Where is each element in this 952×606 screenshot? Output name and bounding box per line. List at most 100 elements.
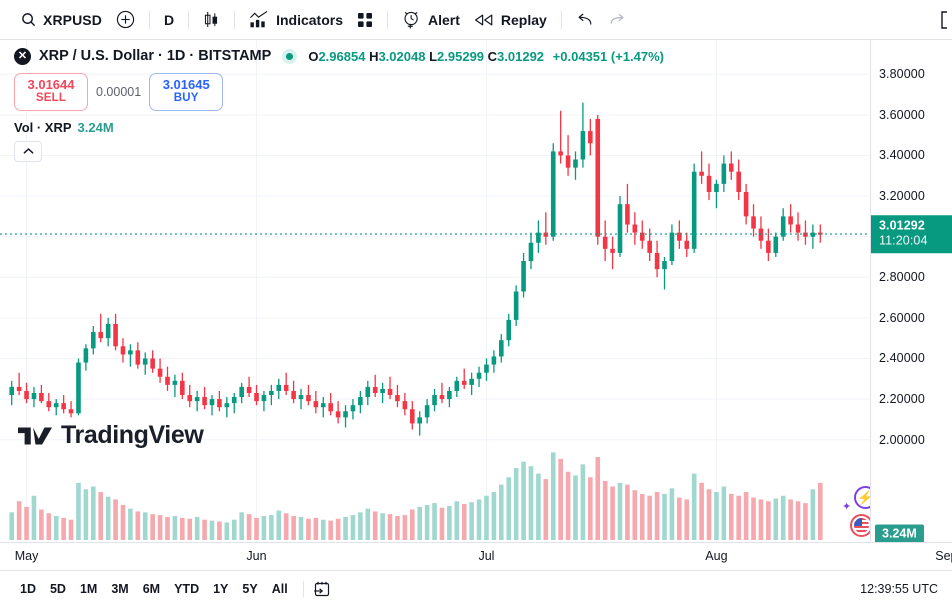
us-flag-graphic xyxy=(854,518,869,533)
current-price-badge: 3.01292 11:20:04 xyxy=(871,215,952,253)
range-button-1d[interactable]: 1D xyxy=(20,581,36,596)
toolbar-divider xyxy=(234,10,236,29)
legend-title-row: ✕ XRP / U.S. Dollar · 1D · BITSTAMP O2.9… xyxy=(14,46,664,66)
us-flag-coin-icon[interactable] xyxy=(850,514,870,537)
price-axis-label: 3.80000 xyxy=(879,67,925,82)
close-label: C xyxy=(487,48,498,64)
buy-button[interactable]: 3.01645 BUY xyxy=(149,73,224,111)
toolbar-divider xyxy=(148,10,150,29)
symbol-search-button[interactable]: XRPUSD xyxy=(14,6,109,34)
spread-value: 0.00001 xyxy=(96,84,142,99)
chart-style-button[interactable] xyxy=(196,6,227,34)
range-button-ytd[interactable]: YTD xyxy=(174,581,200,596)
price-axis-label: 3.60000 xyxy=(879,107,925,122)
toolbar-divider xyxy=(560,10,562,29)
volume-legend-value: 3.24M xyxy=(77,119,114,135)
toolbar-divider xyxy=(188,10,190,29)
price-axis-label: 2.80000 xyxy=(879,270,925,285)
symbol-label: XRPUSD xyxy=(43,11,102,28)
price-axis-label: 3.20000 xyxy=(879,189,925,204)
price-axis-label: 2.00000 xyxy=(879,432,925,447)
range-button-all[interactable]: All xyxy=(271,581,288,596)
redo-arrow-icon xyxy=(608,12,626,28)
open-value: 2.96854 xyxy=(318,48,366,64)
candlestick-svg xyxy=(0,40,870,542)
clock-label: 12:39:55 UTC xyxy=(860,581,938,596)
price-axis-label: 2.20000 xyxy=(879,392,925,407)
volume-badge: 3.24M xyxy=(875,524,924,544)
buy-label: BUY xyxy=(173,92,199,105)
range-button-1m[interactable]: 1M xyxy=(79,581,98,596)
range-button-5d[interactable]: 5D xyxy=(49,581,66,596)
interval-label: D xyxy=(163,11,175,28)
price-axis-label: 2.60000 xyxy=(879,310,925,325)
add-symbol-button[interactable] xyxy=(109,6,142,34)
time-axis-tick: Jun xyxy=(246,549,267,563)
redo-button[interactable] xyxy=(601,6,633,34)
alert-button[interactable]: Alert xyxy=(395,6,467,34)
grid-layout-icon xyxy=(357,12,373,28)
indicators-label: Indicators xyxy=(276,11,343,28)
low-label: L xyxy=(429,48,438,64)
interval-button[interactable]: D xyxy=(157,6,181,34)
range-button-5y[interactable]: 5Y xyxy=(242,581,258,596)
bottom-toolbar: 1D 5D 1M 3M 6M YTD 1Y 5Y All 12:39:55 UTC xyxy=(0,570,952,606)
volume-legend-label: Vol · XRP xyxy=(14,119,72,135)
plus-circle-icon xyxy=(116,10,135,29)
lightning-badge-icon[interactable]: ⚡ xyxy=(854,486,870,509)
sell-button[interactable]: 3.01644 SELL xyxy=(14,73,88,111)
undo-arrow-icon xyxy=(576,12,594,28)
top-toolbar: XRPUSD D xyxy=(0,0,952,40)
layout-button[interactable] xyxy=(350,6,380,34)
collapse-pane-button[interactable] xyxy=(14,140,42,162)
buy-price: 3.01645 xyxy=(162,77,210,92)
alarm-plus-icon xyxy=(402,10,421,29)
undo-button[interactable] xyxy=(569,6,601,34)
price-pane[interactable]: TradingView ✕ XRP / U.S. Dollar · 1D · B… xyxy=(0,40,870,542)
time-axis-tick: Jul xyxy=(478,549,495,563)
range-button-3m[interactable]: 3M xyxy=(111,581,129,596)
replay-button[interactable]: Replay xyxy=(467,6,554,34)
price-axis-label: 2.40000 xyxy=(879,351,925,366)
sparkle-icon: ✦ xyxy=(842,501,852,513)
goto-date-icon xyxy=(313,580,331,598)
time-axis-tick: May xyxy=(14,549,39,563)
volume-legend[interactable]: Vol · XRP 3.24M xyxy=(14,120,664,135)
indicators-icon xyxy=(249,10,269,29)
open-label: O xyxy=(308,48,319,64)
chevron-up-icon xyxy=(23,147,34,155)
current-price-value: 3.01292 xyxy=(879,218,925,233)
indicators-button[interactable]: Indicators xyxy=(242,6,350,34)
bar-countdown: 11:20:04 xyxy=(879,233,928,248)
sell-price: 3.01644 xyxy=(27,77,75,92)
change-value: +0.04351 (+1.47%) xyxy=(552,48,664,64)
toolbar-divider xyxy=(386,10,388,29)
high-label: H xyxy=(369,48,379,64)
price-axis-label: 3.40000 xyxy=(879,148,925,163)
goto-date-button[interactable] xyxy=(313,580,331,598)
search-icon xyxy=(21,12,36,27)
range-selector: 1D 5D 1M 3M 6M YTD 1Y 5Y All xyxy=(14,579,294,599)
high-value: 3.02048 xyxy=(378,48,426,64)
market-open-dot-icon xyxy=(282,48,298,64)
time-axis-tick: Sep xyxy=(935,549,952,563)
price-axis[interactable]: 3.80000 3.60000 3.40000 3.20000 2.80000 2.600… xyxy=(870,40,952,544)
xrp-logo-icon: ✕ xyxy=(14,47,31,65)
sell-label: SELL xyxy=(35,92,67,105)
low-value: 2.95299 xyxy=(437,48,485,64)
fullscreen-button[interactable] xyxy=(934,11,950,29)
range-button-6m[interactable]: 6M xyxy=(142,581,161,596)
symbol-title[interactable]: XRP / U.S. Dollar · 1D · BITSTAMP xyxy=(39,48,272,64)
close-value: 3.01292 xyxy=(497,48,545,64)
replay-label: Replay xyxy=(500,11,547,28)
ohlc-values: O2.96854 H3.02048 L2.95299 C3.01292 +0.0… xyxy=(308,49,664,64)
range-button-1y[interactable]: 1Y xyxy=(213,581,229,596)
alert-label: Alert xyxy=(427,11,460,28)
candles-icon xyxy=(203,10,220,29)
time-axis[interactable]: May Jun Jul Aug Sep xyxy=(0,542,952,570)
chart-area: TradingView ✕ XRP / U.S. Dollar · 1D · B… xyxy=(0,40,952,544)
replay-icon xyxy=(474,13,494,27)
bid-ask-widget: 3.01644 SELL 0.00001 3.01645 BUY xyxy=(14,73,664,111)
chart-legend: ✕ XRP / U.S. Dollar · 1D · BITSTAMP O2.9… xyxy=(14,46,664,162)
